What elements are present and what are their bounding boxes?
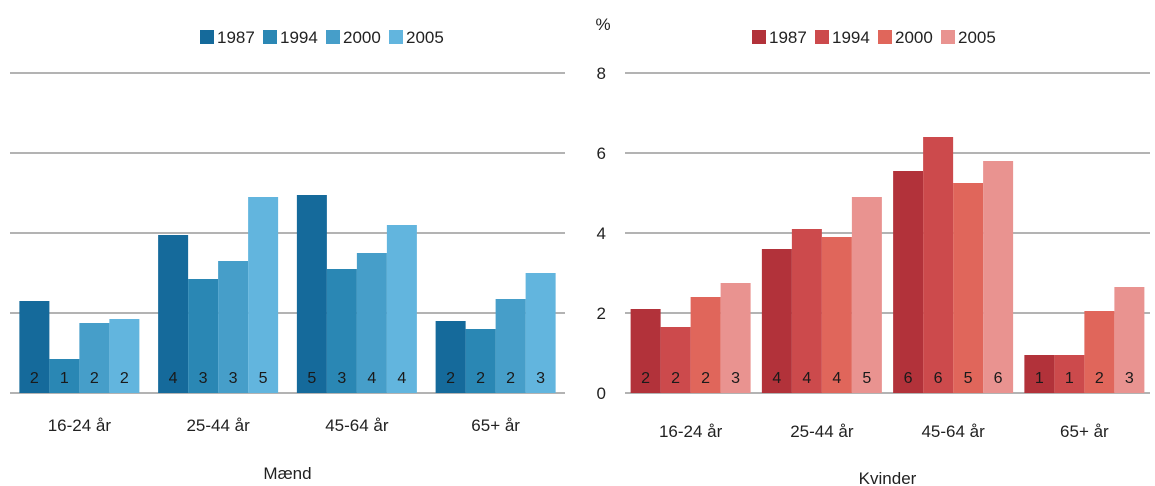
data-label: 5 <box>964 370 973 387</box>
bar-2005-2 <box>983 161 1014 393</box>
x-tick-label: 25-44 år <box>790 422 854 441</box>
data-label: 2 <box>1095 370 1104 387</box>
y-tick-label: 0 <box>597 384 606 403</box>
data-label: 4 <box>367 370 376 387</box>
legend-label: 1994 <box>832 28 870 47</box>
legend-label: 1987 <box>769 28 807 47</box>
bar-2000-0 <box>690 297 721 393</box>
bar-1994-2 <box>326 269 357 393</box>
data-label: 5 <box>307 370 316 387</box>
bar-1987-1 <box>761 249 792 393</box>
x-tick-label: 45-64 år <box>325 416 389 435</box>
chart-title: Mænd <box>263 464 311 483</box>
bar-2000-2 <box>356 253 387 393</box>
y-axis-unit: % <box>595 15 610 34</box>
bar-2000-3 <box>1084 311 1115 393</box>
bar-2005-0 <box>720 283 751 393</box>
bar-2005-3 <box>1114 287 1145 393</box>
bar-1994-1 <box>188 279 219 393</box>
data-label: 3 <box>229 370 238 387</box>
x-tick-label: 65+ år <box>471 416 520 435</box>
bar-1987-3 <box>435 321 466 393</box>
data-label: 2 <box>476 370 485 387</box>
data-label: 1 <box>60 370 69 387</box>
data-label: 2 <box>90 370 99 387</box>
bar-2000-3 <box>495 299 526 393</box>
bar-2005-2 <box>386 225 417 393</box>
bar-2005-1 <box>851 197 882 393</box>
bar-1994-3 <box>465 329 496 393</box>
legend-label: 1987 <box>217 28 255 47</box>
data-label: 5 <box>862 370 871 387</box>
legend-label: 2000 <box>343 28 381 47</box>
data-label: 2 <box>506 370 515 387</box>
bar-1994-1 <box>791 229 822 393</box>
x-tick-label: 25-44 år <box>186 416 250 435</box>
bar-1994-2 <box>923 137 954 393</box>
data-label: 3 <box>536 370 545 387</box>
data-label: 4 <box>397 370 406 387</box>
data-label: 2 <box>701 370 710 387</box>
legend-label: 2005 <box>958 28 996 47</box>
bar-1987-1 <box>158 235 189 393</box>
data-label: 2 <box>641 370 650 387</box>
data-label: 4 <box>802 370 811 387</box>
bar-1994-3 <box>1054 355 1085 393</box>
x-tick-label: 65+ år <box>1060 422 1109 441</box>
data-label: 6 <box>904 370 913 387</box>
bar-1987-2 <box>893 171 924 393</box>
data-label: 4 <box>772 370 781 387</box>
y-tick-label: 6 <box>597 144 606 163</box>
legend-swatch <box>326 30 340 44</box>
legend-label: 2005 <box>406 28 444 47</box>
legend-label: 2000 <box>895 28 933 47</box>
data-label: 3 <box>337 370 346 387</box>
data-label: 1 <box>1065 370 1074 387</box>
bar-2000-0 <box>79 323 110 393</box>
legend-swatch <box>941 30 955 44</box>
bar-1987-0 <box>630 309 661 393</box>
data-label: 1 <box>1035 370 1044 387</box>
data-label: 5 <box>259 370 268 387</box>
y-tick-label: 2 <box>597 304 606 323</box>
legend-swatch <box>263 30 277 44</box>
data-label: 6 <box>994 370 1003 387</box>
y-tick-label: 8 <box>597 64 606 83</box>
chart-title: Kvinder <box>859 469 917 486</box>
chart-0: 2 1 2 2 16-24 år 4 3 3 5 25-44 år 5 3 4 4 45-64 år 2 2 2 3… <box>10 28 565 483</box>
bar-2005-1 <box>248 197 279 393</box>
bar-2000-1 <box>821 237 852 393</box>
data-label: 3 <box>1125 370 1134 387</box>
bar-2005-3 <box>525 273 556 393</box>
bar-1994-0 <box>49 359 80 393</box>
legend-swatch <box>389 30 403 44</box>
chart-1: 0 2 4 6 8% 2 2 2 3 16-24 år 4 4 4 5 25-44 år 6 6 5 6 45-64 … <box>595 15 1150 486</box>
data-label: 2 <box>120 370 129 387</box>
y-tick-label: 4 <box>597 224 606 243</box>
legend-swatch <box>878 30 892 44</box>
bar-2000-2 <box>953 183 984 393</box>
data-label: 2 <box>446 370 455 387</box>
data-label: 2 <box>671 370 680 387</box>
data-label: 3 <box>731 370 740 387</box>
data-label: 3 <box>199 370 208 387</box>
legend-swatch <box>200 30 214 44</box>
data-label: 4 <box>169 370 178 387</box>
data-label: 6 <box>934 370 943 387</box>
bar-1994-0 <box>660 327 691 393</box>
x-tick-label: 16-24 år <box>48 416 112 435</box>
legend-label: 1994 <box>280 28 318 47</box>
x-tick-label: 16-24 år <box>659 422 723 441</box>
bar-1987-2 <box>296 195 327 393</box>
bar-2005-0 <box>109 319 140 393</box>
x-tick-label: 45-64 år <box>921 422 985 441</box>
bar-1987-0 <box>19 301 50 393</box>
legend-swatch <box>752 30 766 44</box>
data-label: 4 <box>832 370 841 387</box>
data-label: 2 <box>30 370 39 387</box>
legend-swatch <box>815 30 829 44</box>
bar-2000-1 <box>218 261 249 393</box>
bar-1987-3 <box>1024 355 1055 393</box>
